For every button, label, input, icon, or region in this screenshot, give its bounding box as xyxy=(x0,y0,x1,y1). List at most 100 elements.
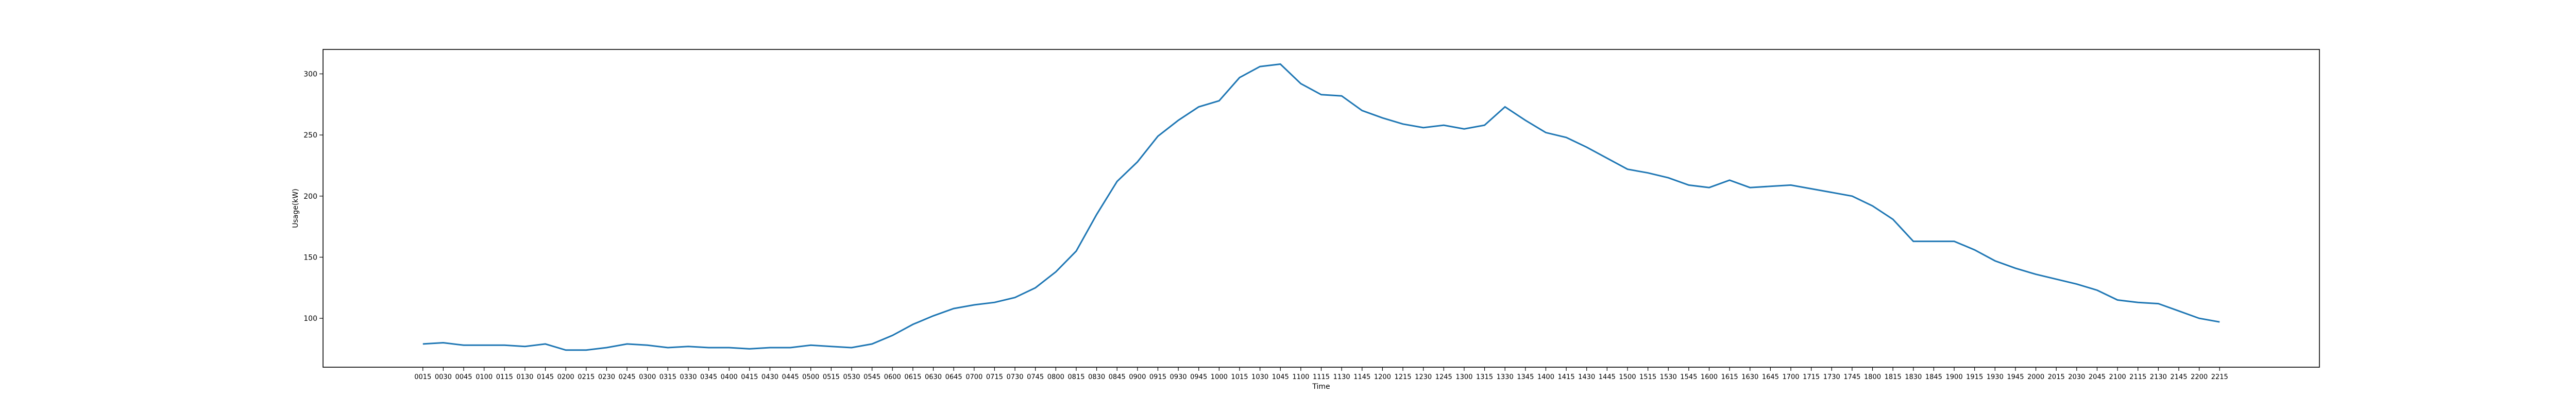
x-tick-label: 0915 xyxy=(1149,373,1166,381)
x-tick-label: 1930 xyxy=(1987,373,2004,381)
x-tick-label: 1815 xyxy=(1885,373,1902,381)
x-tick-label: 0145 xyxy=(537,373,554,381)
x-tick-label: 0700 xyxy=(965,373,982,381)
x-tick-label: 1500 xyxy=(1619,373,1636,381)
x-tick-label: 0500 xyxy=(802,373,819,381)
x-tick-label: 0315 xyxy=(659,373,676,381)
x-tick-label: 0900 xyxy=(1129,373,1146,381)
x-tick-label: 2100 xyxy=(2109,373,2126,381)
x-tick-label: 1630 xyxy=(1741,373,1758,381)
x-tick-label: 1000 xyxy=(1211,373,1228,381)
x-tick-label: 0215 xyxy=(578,373,595,381)
x-tick-label: 1515 xyxy=(1639,373,1656,381)
x-tick-label: 0115 xyxy=(496,373,513,381)
x-tick-label: 1745 xyxy=(1843,373,1860,381)
x-tick-label: 1800 xyxy=(1864,373,1881,381)
y-tick-label: 100 xyxy=(303,315,317,323)
x-tick-label: 1415 xyxy=(1558,373,1575,381)
x-tick-label: 0330 xyxy=(680,373,697,381)
x-tick-label: 0845 xyxy=(1109,373,1126,381)
x-tick-label: 1245 xyxy=(1435,373,1452,381)
x-tick-label: 1945 xyxy=(2007,373,2024,381)
x-axis-label: Time xyxy=(1312,383,1330,391)
x-tick-label: 0800 xyxy=(1047,373,1064,381)
x-tick-label: 0030 xyxy=(435,373,452,381)
y-tick-label: 200 xyxy=(303,193,317,201)
x-tick-label: 0430 xyxy=(761,373,778,381)
x-tick-label: 0400 xyxy=(721,373,738,381)
x-tick-label: 0715 xyxy=(986,373,1003,381)
x-tick-label: 1730 xyxy=(1823,373,1840,381)
x-tick-label: 1200 xyxy=(1374,373,1391,381)
x-tick-label: 0530 xyxy=(843,373,860,381)
x-tick-label: 0645 xyxy=(945,373,962,381)
x-axis-ticks: 0015 0030 0045 0100 0115 0130 0145 0200 0215 0230… xyxy=(414,367,2228,381)
x-tick-label: 1115 xyxy=(1313,373,1330,381)
x-tick-label: 1045 xyxy=(1272,373,1289,381)
x-tick-label: 1130 xyxy=(1333,373,1350,381)
x-tick-label: 1845 xyxy=(1925,373,1942,381)
x-tick-label: 0015 xyxy=(414,373,431,381)
x-tick-label: 1645 xyxy=(1762,373,1779,381)
x-tick-label: 2030 xyxy=(2068,373,2085,381)
y-tick-label: 250 xyxy=(303,131,317,140)
x-tick-label: 1145 xyxy=(1353,373,1370,381)
x-tick-label: 1715 xyxy=(1803,373,1820,381)
x-tick-label: 2045 xyxy=(2089,373,2106,381)
x-tick-label: 1545 xyxy=(1680,373,1697,381)
x-tick-label: 1030 xyxy=(1251,373,1268,381)
x-tick-label: 1430 xyxy=(1578,373,1595,381)
x-tick-label: 1330 xyxy=(1497,373,1514,381)
x-tick-label: 2200 xyxy=(2191,373,2208,381)
x-tick-label: 1915 xyxy=(1966,373,1983,381)
y-tick-label: 300 xyxy=(303,70,317,78)
x-tick-label: 1215 xyxy=(1394,373,1411,381)
x-tick-label: 0830 xyxy=(1088,373,1105,381)
x-tick-label: 0245 xyxy=(619,373,636,381)
x-tick-label: 0545 xyxy=(863,373,880,381)
x-tick-label: 0230 xyxy=(598,373,615,381)
x-tick-label: 0200 xyxy=(557,373,574,381)
x-tick-label: 1900 xyxy=(1946,373,1963,381)
x-tick-label: 1400 xyxy=(1537,373,1554,381)
x-tick-label: 0045 xyxy=(455,373,472,381)
x-tick-label: 2145 xyxy=(2170,373,2187,381)
series-line-usage xyxy=(422,63,2220,351)
x-tick-label: 1830 xyxy=(1905,373,1922,381)
x-tick-label: 0515 xyxy=(823,373,840,381)
x-tick-label: 0630 xyxy=(925,373,942,381)
x-tick-label: 1530 xyxy=(1660,373,1677,381)
x-tick-label: 2000 xyxy=(2027,373,2044,381)
x-tick-label: 1445 xyxy=(1599,373,1616,381)
x-tick-label: 0745 xyxy=(1027,373,1044,381)
plot-frame xyxy=(323,49,2320,368)
x-tick-label: 0300 xyxy=(639,373,656,381)
x-tick-label: 1100 xyxy=(1292,373,1309,381)
y-axis-ticks: 100 150 200 250 300 xyxy=(303,70,323,323)
x-tick-label: 1315 xyxy=(1476,373,1493,381)
x-tick-label: 1615 xyxy=(1721,373,1738,381)
x-tick-label: 1700 xyxy=(1782,373,1799,381)
x-tick-label: 0100 xyxy=(476,373,493,381)
x-tick-label: 0930 xyxy=(1170,373,1187,381)
x-tick-label: 2215 xyxy=(2211,373,2228,381)
x-tick-label: 2115 xyxy=(2129,373,2146,381)
x-tick-label: 1345 xyxy=(1517,373,1534,381)
x-tick-label: 0415 xyxy=(741,373,758,381)
x-tick-label: 1015 xyxy=(1231,373,1248,381)
x-tick-label: 0615 xyxy=(904,373,921,381)
x-tick-label: 0730 xyxy=(1006,373,1023,381)
x-tick-label: 2130 xyxy=(2150,373,2167,381)
x-tick-label: 1300 xyxy=(1455,373,1472,381)
x-tick-label: 0815 xyxy=(1067,373,1084,381)
x-tick-label: 0445 xyxy=(782,373,799,381)
y-tick-label: 150 xyxy=(303,253,317,262)
x-tick-label: 1600 xyxy=(1701,373,1718,381)
x-tick-label: 0600 xyxy=(884,373,901,381)
y-axis-label: Usage(kW) xyxy=(292,188,300,228)
x-tick-label: 0345 xyxy=(700,373,717,381)
x-tick-label: 1230 xyxy=(1415,373,1432,381)
x-tick-label: 0945 xyxy=(1190,373,1207,381)
x-tick-label: 2015 xyxy=(2048,373,2065,381)
